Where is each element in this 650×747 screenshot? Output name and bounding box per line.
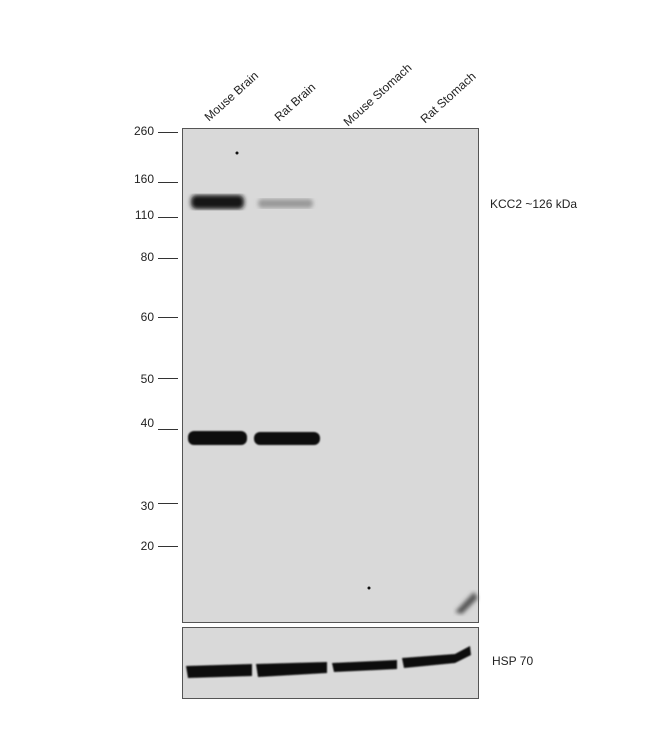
marker-tick xyxy=(158,182,178,183)
marker-160: 160 xyxy=(133,172,154,186)
marker-tick xyxy=(158,217,178,218)
marker-tick xyxy=(158,429,178,430)
marker-tick xyxy=(158,258,178,259)
marker-260: 260 xyxy=(133,124,154,138)
marker-50: 50 xyxy=(140,372,154,386)
marker-20: 20 xyxy=(140,539,154,553)
marker-tick xyxy=(158,132,178,133)
band-kcc2-rat-brain xyxy=(258,199,313,208)
loading-control-label: HSP 70 xyxy=(492,654,534,668)
speck xyxy=(235,151,239,155)
band-hsp70-lane2 xyxy=(256,662,327,677)
band-40kda-mouse-brain xyxy=(188,431,247,445)
band-kcc2-mouse-brain xyxy=(191,195,244,209)
marker-tick xyxy=(158,546,178,547)
marker-110: 110 xyxy=(134,208,154,222)
marker-tick xyxy=(158,378,178,379)
marker-30: 30 xyxy=(140,499,154,513)
band-hsp70-lane1 xyxy=(186,664,252,678)
marker-tick xyxy=(158,503,178,504)
band-40kda-rat-brain xyxy=(254,432,320,445)
marker-40: 40 xyxy=(140,416,154,430)
band-hsp70-lane3 xyxy=(332,660,397,672)
speck xyxy=(367,586,371,590)
artifact-smear xyxy=(455,592,478,614)
marker-60: 60 xyxy=(140,310,154,324)
band-hsp70-lane4 xyxy=(402,646,471,668)
marker-tick xyxy=(158,317,178,318)
main-blot-membrane xyxy=(182,128,479,623)
marker-80: 80 xyxy=(140,250,154,264)
target-label: KCC2 ~126 kDa xyxy=(490,197,578,211)
